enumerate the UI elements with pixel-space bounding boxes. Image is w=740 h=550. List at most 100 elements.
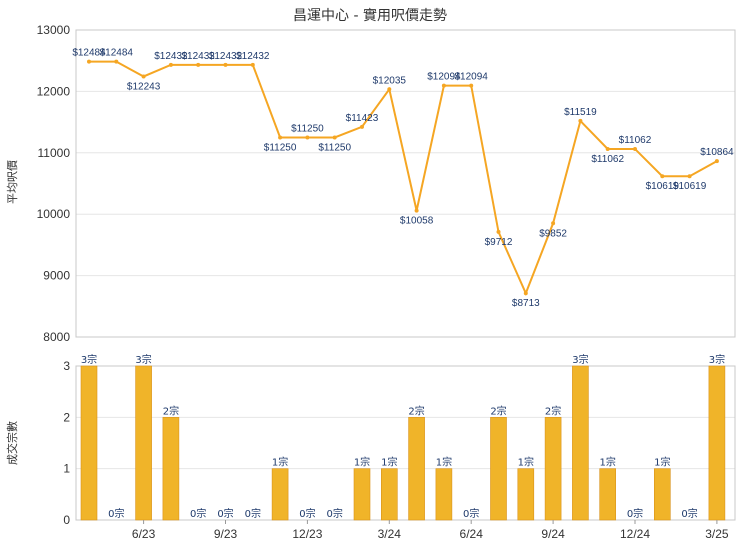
volume-data-label: 0宗 <box>627 507 643 520</box>
volume-bar <box>353 468 371 521</box>
price-tick-label: 11000 <box>38 146 71 160</box>
price-tick-label: 13000 <box>37 23 71 37</box>
price-point <box>114 59 119 64</box>
volume-plot-frame <box>75 365 736 521</box>
price-data-label: $11250 <box>264 142 297 153</box>
price-point <box>223 62 228 67</box>
price-point <box>141 74 146 79</box>
price-data-label: $12432 <box>154 51 188 62</box>
volume-bar <box>572 365 589 521</box>
price-point <box>278 135 283 140</box>
price-data-label: $8713 <box>512 298 540 309</box>
price-tick-label: 12000 <box>37 84 71 98</box>
price-point <box>578 118 583 123</box>
price-data-label: $12035 <box>373 75 407 86</box>
price-point <box>687 174 692 179</box>
price-data-label: $12243 <box>127 81 161 92</box>
price-point <box>496 229 501 234</box>
volume-bar <box>435 468 453 521</box>
volume-data-label: 0宗 <box>217 507 233 520</box>
price-point <box>714 159 719 164</box>
price-data-label: $9712 <box>485 237 513 248</box>
price-data-label: $11250 <box>318 142 351 153</box>
volume-data-label: 1宗 <box>381 456 397 469</box>
x-tick-label: 6/23 <box>132 527 156 541</box>
price-data-label: $12484 <box>72 48 106 59</box>
volume-bar <box>135 365 152 521</box>
x-tick-label: 12/23 <box>292 527 322 541</box>
volume-bar <box>653 468 671 521</box>
price-point <box>633 146 637 151</box>
price-point <box>360 124 364 129</box>
price-data-label: $10058 <box>400 216 434 227</box>
volume-bar <box>80 365 98 521</box>
volume-bar <box>708 365 726 521</box>
price-point <box>660 174 665 179</box>
price-point <box>523 291 528 296</box>
price-series-line <box>89 60 718 296</box>
price-data-label: $11423 <box>346 113 379 124</box>
price-data-label: $9852 <box>539 228 567 239</box>
volume-axis-title: 成交宗數 <box>5 421 19 465</box>
price-data-label: $10619 <box>673 181 707 192</box>
price-data-label: $10619 <box>646 181 680 192</box>
x-tick-label: 12/24 <box>620 527 650 541</box>
price-point <box>414 208 419 213</box>
volume-bar <box>380 468 398 521</box>
volume-data-label: 3宗 <box>709 353 725 366</box>
price-point <box>605 146 610 151</box>
volume-data-label: 0宗 <box>245 507 261 520</box>
price-point <box>469 83 474 88</box>
volume-panel: 0 1 2 3 3宗 0宗 3宗 2宗 0宗 0宗 0宗 1宗 0宗 0宗 1宗 1宗 2宗 1宗 0宗 2宗 1宗 2宗… <box>63 353 736 541</box>
volume-data-label: 1宗 <box>272 456 288 469</box>
price-point <box>441 83 446 88</box>
price-data-label: $11519 <box>564 107 597 118</box>
volume-bar <box>490 417 507 521</box>
price-data-label: $11062 <box>619 135 652 146</box>
volume-data-label: 1宗 <box>654 456 670 469</box>
price-data-label: $11250 <box>291 123 324 134</box>
x-tick-label: 3/24 <box>378 527 402 541</box>
price-tick-label: 8000 <box>43 330 70 344</box>
volume-tick-label: 2 <box>63 410 70 424</box>
volume-data-label: 3宗 <box>81 353 97 366</box>
price-data-label: $11062 <box>591 154 624 165</box>
volume-data-label: 1宗 <box>354 456 370 469</box>
price-point <box>551 221 556 226</box>
volume-data-label: 0宗 <box>108 507 124 520</box>
price-data-label: $10864 <box>700 147 734 158</box>
x-tick-label: 9/24 <box>541 527 565 541</box>
volume-bar <box>408 417 425 521</box>
volume-tick-label: 3 <box>63 359 70 373</box>
volume-data-label: 0宗 <box>327 507 343 520</box>
price-data-label: $12432 <box>236 51 270 62</box>
x-tick-label: 3/25 <box>705 527 729 541</box>
price-point <box>332 135 337 140</box>
volume-data-label: 1宗 <box>436 456 452 469</box>
volume-bar <box>599 468 617 521</box>
volume-bar <box>271 468 289 521</box>
price-plot-frame <box>75 29 736 338</box>
x-tick-label: 6/24 <box>460 527 484 541</box>
price-data-label: $12094 <box>427 72 461 83</box>
volume-data-label: 0宗 <box>190 507 206 520</box>
volume-data-label: 0宗 <box>299 507 315 520</box>
volume-data-label: 2宗 <box>163 404 179 417</box>
volume-data-label: 3宗 <box>135 353 151 366</box>
volume-tick-label: 0 <box>63 513 70 527</box>
volume-data-label: 2宗 <box>545 404 561 417</box>
volume-bar <box>162 417 180 521</box>
chart-title: 昌運中心 - 實用呎價走勢 <box>293 7 447 24</box>
price-point <box>387 87 392 92</box>
volume-tick-label: 1 <box>63 462 70 476</box>
price-point <box>87 59 91 64</box>
volume-data-label: 1宗 <box>518 456 534 469</box>
price-point <box>250 62 255 67</box>
price-axis-title: 平均呎價 <box>5 160 19 204</box>
price-tick-label: 9000 <box>43 269 70 283</box>
x-tick-label: 9/23 <box>214 527 238 541</box>
volume-bar <box>517 468 535 521</box>
price-point <box>168 62 173 67</box>
volume-bar <box>544 417 562 521</box>
